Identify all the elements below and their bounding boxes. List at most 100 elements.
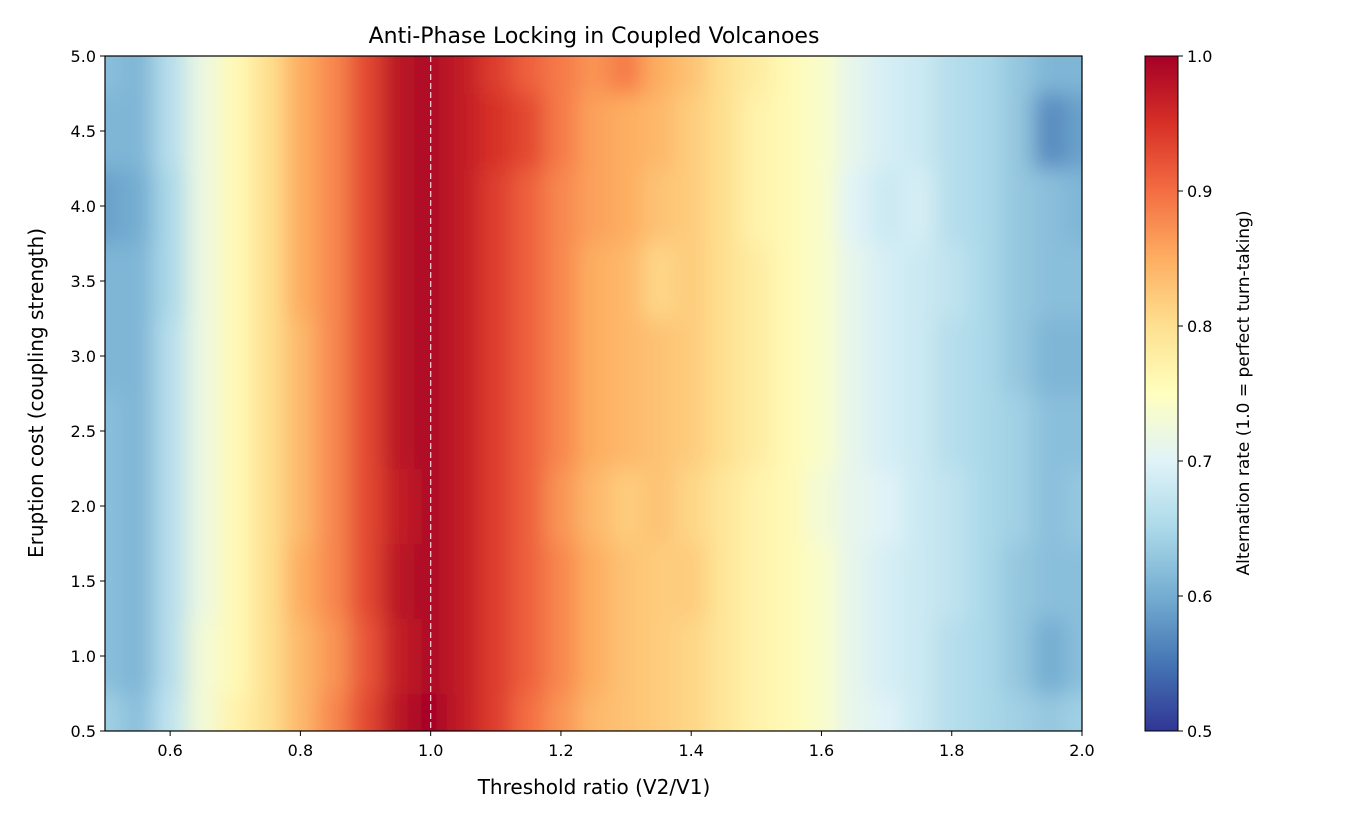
heatmap-cell — [218, 93, 253, 169]
heatmap-cell — [544, 168, 578, 244]
heatmap-cell — [577, 393, 611, 469]
heatmap-cell — [968, 693, 1002, 731]
heatmap-cell — [1033, 618, 1067, 694]
heatmap-cell — [1000, 693, 1034, 731]
heatmap-cell — [935, 393, 969, 469]
heatmap-cell — [381, 543, 415, 619]
heatmap-cell — [121, 318, 155, 394]
heatmap-cell — [284, 243, 318, 319]
heatmap-cell — [870, 56, 904, 94]
heatmap-cell — [1033, 543, 1067, 619]
y-tick-label: 3.0 — [71, 347, 96, 366]
heatmap-cell — [772, 693, 806, 731]
heatmap-cell — [968, 543, 1002, 619]
heatmap-cell — [153, 93, 187, 169]
heatmap-cell — [968, 168, 1002, 244]
heatmap-cell — [902, 56, 936, 94]
heatmap-cell — [1000, 243, 1034, 319]
heatmap-cell — [316, 618, 350, 694]
heatmap-cell — [772, 318, 806, 394]
y-tick-label: 1.5 — [71, 572, 96, 591]
heatmap-cell — [902, 393, 936, 469]
heatmap-cell — [251, 56, 285, 94]
heatmap-cell — [837, 243, 871, 319]
heatmap-cell — [251, 318, 285, 394]
heatmap-cell — [1000, 56, 1034, 94]
heatmap-cell — [1065, 543, 1082, 619]
y-tick-label: 4.5 — [71, 122, 96, 141]
heatmap-cell — [284, 468, 318, 544]
heatmap-cell — [512, 243, 546, 319]
heatmap-cell — [186, 468, 220, 544]
heatmap-cell — [153, 318, 187, 394]
heatmap-cell — [1065, 168, 1082, 244]
heatmap-cell — [284, 543, 318, 619]
heatmap-cell — [251, 543, 285, 619]
heatmap-cell — [577, 168, 611, 244]
heatmap-cell — [1065, 56, 1082, 94]
heatmap-cell — [446, 468, 481, 544]
heatmap-cell — [902, 543, 936, 619]
heatmap-cell — [577, 468, 611, 544]
x-tick-label: 0.8 — [288, 741, 313, 760]
heatmap-cell — [479, 56, 513, 94]
heatmap-cell — [1065, 243, 1082, 319]
heatmap-cell — [1000, 168, 1034, 244]
heatmap-cell — [968, 318, 1002, 394]
heatmap-cell — [870, 243, 904, 319]
heatmap-cell — [968, 393, 1002, 469]
heatmap-cell — [218, 318, 253, 394]
heatmap-cell — [284, 618, 318, 694]
heatmap-cell — [609, 543, 643, 619]
heatmap-cell — [870, 618, 904, 694]
heatmap-cell — [479, 243, 513, 319]
heatmap-cell — [805, 318, 839, 394]
heatmap-cell — [1000, 93, 1034, 169]
heatmap-cell — [707, 468, 741, 544]
heatmap-cell — [674, 318, 708, 394]
heatmap-cell — [1000, 618, 1034, 694]
heatmap-cell — [674, 693, 708, 731]
heatmap-cell — [837, 318, 871, 394]
heatmap-cell — [902, 318, 936, 394]
heatmap-cell — [1065, 618, 1082, 694]
heatmap-cell — [968, 468, 1002, 544]
y-tick-label: 0.5 — [71, 722, 96, 741]
heatmap-cell — [153, 693, 187, 731]
heatmap-cell — [479, 318, 513, 394]
heatmap-cell — [707, 543, 741, 619]
heatmap-cell — [837, 543, 871, 619]
heatmap-cell — [153, 243, 187, 319]
heatmap-cell — [153, 393, 187, 469]
heatmap-cell — [609, 318, 643, 394]
heatmap-cell — [902, 168, 936, 244]
heatmap-cell — [316, 693, 350, 731]
heatmap-cell — [316, 468, 350, 544]
heatmap-cell — [609, 93, 643, 169]
x-axis: 0.6 0.8 1.0 1.2 1.4 1.6 1.8 2.0 — [157, 731, 1095, 760]
heatmap-cell — [121, 168, 155, 244]
heatmap-cell — [479, 168, 513, 244]
heatmap-cell — [544, 243, 578, 319]
heatmap-cell — [251, 393, 285, 469]
heatmap-cell — [284, 168, 318, 244]
heatmap-cell — [105, 56, 122, 94]
heatmap-cell — [772, 93, 806, 169]
heatmap-cell — [479, 693, 513, 731]
heatmap-cell — [740, 393, 774, 469]
heatmap-cell — [186, 93, 220, 169]
heatmap-cell — [218, 56, 253, 94]
heatmap-cell — [642, 243, 676, 319]
plot-frame — [104, 55, 1083, 732]
x-tick-label: 0.6 — [157, 741, 182, 760]
heatmap-cell — [870, 693, 904, 731]
heatmap-cell — [1000, 318, 1034, 394]
heatmap-cell — [805, 93, 839, 169]
heatmap-cell — [805, 168, 839, 244]
heatmap-cell — [251, 693, 285, 731]
heatmap-cell — [381, 56, 415, 94]
x-tick-label: 2.0 — [1069, 741, 1094, 760]
heatmap-cell — [1000, 543, 1034, 619]
colorbar-tick-label: 0.5 — [1187, 722, 1212, 741]
colorbar — [1144, 55, 1179, 732]
